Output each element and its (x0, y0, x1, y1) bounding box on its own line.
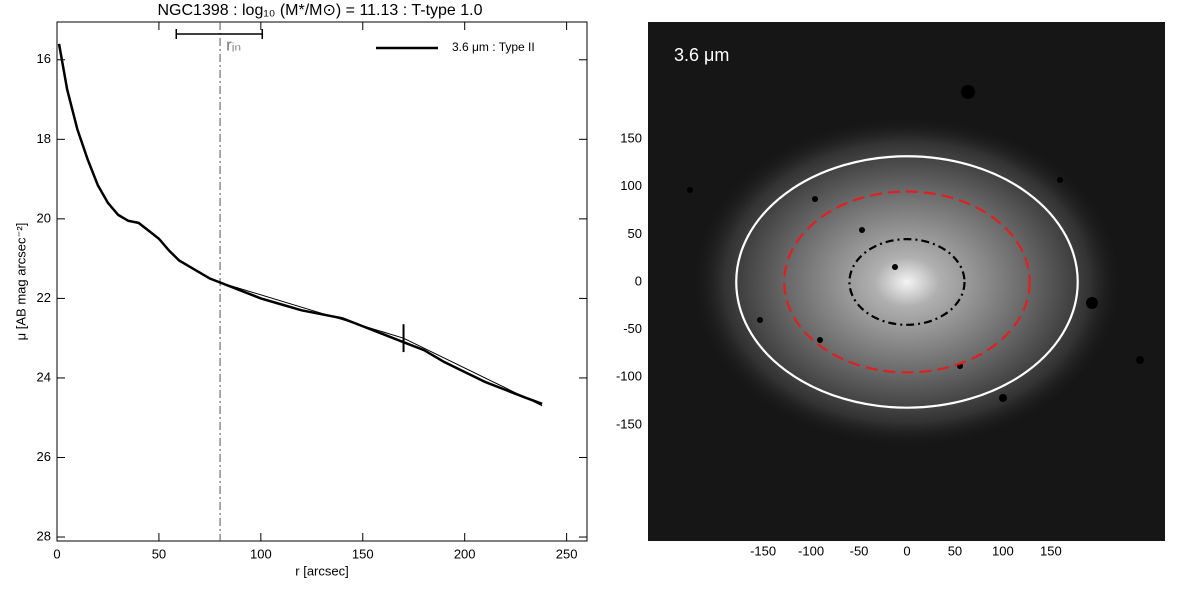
isophote-ellipse (848, 238, 966, 326)
y-tick-label: -150 (616, 416, 642, 431)
y-tick-label: 18 (37, 131, 51, 146)
y-tick-label: 0 (635, 273, 642, 288)
y-tick-label: 16 (37, 51, 51, 66)
legend-label: 3.6 μm : Type II (452, 40, 535, 54)
band-label: 3.6 μm (674, 45, 729, 65)
x-tick-label: 200 (454, 546, 476, 561)
isophote-ellipse (735, 155, 1079, 409)
y-axis-label: μ [AB mag arcsec⁻²] (13, 223, 28, 341)
x-tick-label: 0 (53, 546, 60, 561)
y-tick-label: -50 (623, 321, 642, 336)
y-tick-label: 22 (37, 290, 51, 305)
x-tick-label: -100 (798, 543, 824, 558)
x-tick-label: -50 (850, 543, 869, 558)
x-tick-label: 50 (948, 543, 962, 558)
x-tick-label: 100 (992, 543, 1014, 558)
y-tick-label: 50 (628, 226, 642, 241)
y-tick-label: 24 (37, 369, 51, 384)
x-tick-label: 250 (556, 546, 578, 561)
y-tick-label: 150 (620, 131, 642, 146)
y-tick-label: 20 (37, 210, 51, 225)
fit-line (219, 282, 404, 339)
x-axis-label: r [arcsec] (295, 563, 348, 578)
chart-title: NGC1398 : log₁₀ (M*/M⊙) = 11.13 : T-type… (158, 2, 483, 19)
r-in-label: rᵢₙ (226, 35, 241, 54)
y-tick-label: 26 (37, 449, 51, 464)
y-tick-label: 100 (620, 178, 642, 193)
galaxy-glow (692, 117, 1122, 447)
y-tick-label: -100 (616, 369, 642, 384)
profile-line (57, 43, 543, 405)
x-tick-label: 0 (903, 543, 910, 558)
x-tick-label: 100 (250, 546, 272, 561)
x-tick-label: 150 (1040, 543, 1062, 558)
plot-frame (56, 21, 588, 542)
x-tick-label: 150 (352, 546, 374, 561)
x-tick-label: -150 (750, 543, 776, 558)
isophote-ellipse (783, 190, 1031, 374)
x-tick-label: 50 (152, 546, 166, 561)
masked-sources (687, 85, 1144, 402)
y-tick-label: 28 (37, 528, 51, 543)
